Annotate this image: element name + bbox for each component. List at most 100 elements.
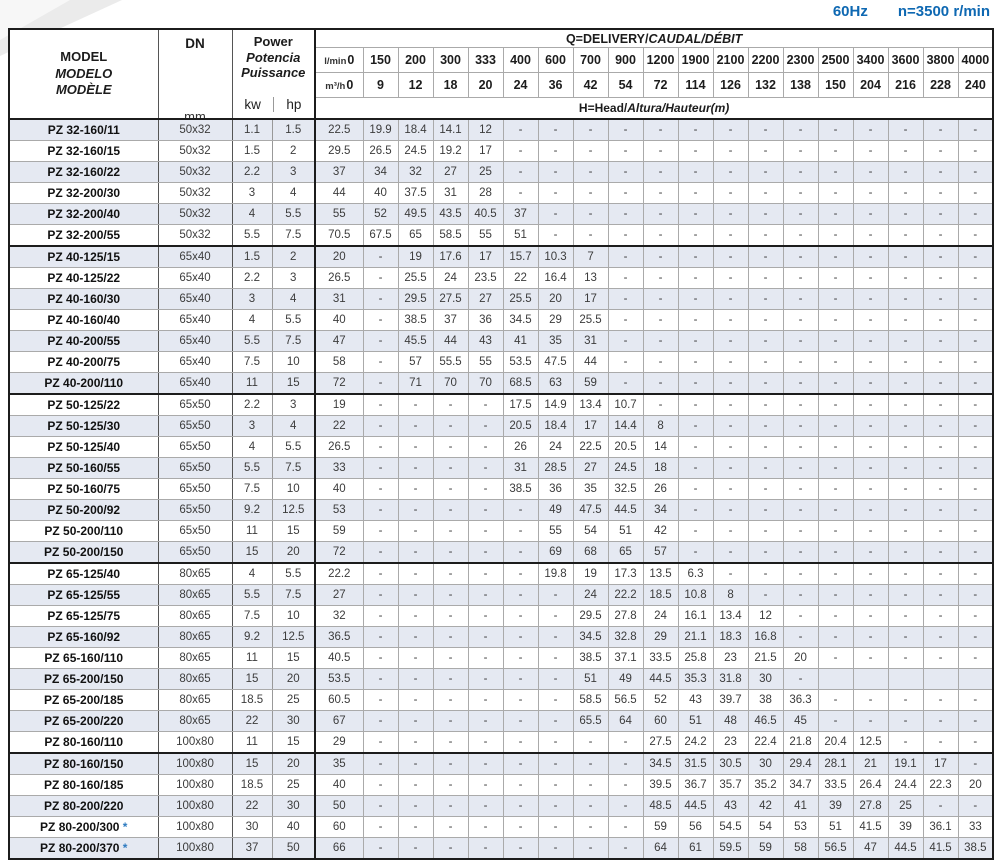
head-value: 38.5 — [502, 478, 539, 500]
model-name: PZ 65-200/220 — [8, 710, 159, 732]
head-value: - — [852, 520, 889, 542]
head-value: 36.5 — [314, 626, 364, 648]
head-value: - — [887, 584, 924, 606]
head-value: - — [677, 499, 714, 521]
head-value: - — [607, 372, 644, 395]
head-value: - — [502, 562, 539, 585]
head-value: 32 — [314, 605, 364, 627]
head-value: - — [362, 245, 399, 268]
head-value: - — [747, 203, 784, 225]
head-value: - — [397, 520, 434, 542]
head-value: 24.5 — [397, 140, 434, 162]
head-value: 21 — [852, 752, 889, 775]
head-value: 12 — [467, 118, 504, 141]
head-value: - — [957, 288, 994, 310]
head-value: 33.5 — [642, 647, 679, 669]
head-value: - — [712, 161, 749, 183]
head-value: - — [502, 520, 539, 542]
head-value: - — [782, 267, 819, 289]
head-value: 22.3 — [922, 774, 959, 796]
head-value: 25 — [467, 161, 504, 183]
hp-value: 10 — [271, 478, 317, 500]
head-value: - — [537, 752, 574, 775]
head-value: 40.5 — [314, 647, 364, 669]
head-value: - — [467, 774, 504, 796]
head-value: - — [887, 372, 924, 395]
head-value: - — [817, 520, 854, 542]
head-value: - — [677, 245, 714, 268]
head-value: 41.5 — [852, 816, 889, 838]
head-value: - — [922, 245, 959, 268]
head-value: - — [432, 541, 469, 564]
head-value: - — [362, 647, 399, 669]
head-value: 23 — [712, 731, 749, 754]
head-value: 19.9 — [362, 118, 399, 141]
head-value: - — [782, 520, 819, 542]
head-value: 35.3 — [677, 668, 714, 690]
head-value: 60 — [642, 710, 679, 732]
head-value: - — [712, 436, 749, 458]
head-value: - — [922, 372, 959, 395]
dn-value: 65x50 — [157, 478, 233, 500]
head-value: - — [887, 436, 924, 458]
head-value: 54 — [572, 520, 609, 542]
q-col-header: 600 — [537, 47, 574, 73]
head-value: - — [432, 689, 469, 711]
head-value: 25.5 — [502, 288, 539, 310]
q-col-header: 204 — [852, 72, 889, 98]
head-value: 35.2 — [747, 774, 784, 796]
head-value: - — [537, 647, 574, 669]
head-value: - — [887, 562, 924, 585]
table-row: PZ 50-125/30 65x50 3 4 22- - - -20.5 18.4 17 14.4 8… — [8, 415, 994, 437]
lmin-unit-label: l/min — [324, 56, 347, 67]
kw-value: 11 — [231, 731, 273, 754]
model-name: PZ 65-200/150 — [8, 668, 159, 690]
head-value: - — [397, 647, 434, 669]
head-value: 27 — [432, 161, 469, 183]
head-value: - — [957, 731, 994, 754]
head-value: - — [922, 520, 959, 542]
head-value: 34 — [642, 499, 679, 521]
q-col-header: 24 — [502, 72, 539, 98]
head-value: - — [432, 562, 469, 585]
head-value: 18.5 — [642, 584, 679, 606]
head-value: 27 — [314, 584, 364, 606]
head-value: - — [782, 330, 819, 352]
head-value: - — [887, 415, 924, 437]
head-value: - — [817, 288, 854, 310]
head-value: 20.5 — [502, 415, 539, 437]
head-value: 13.4 — [572, 393, 609, 416]
head-value: 13.4 — [712, 605, 749, 627]
head-value: 34 — [362, 161, 399, 183]
table-row: PZ 50-160/55 65x50 5.5 7.5 33- - - -31 28.5 27 24.… — [8, 457, 994, 479]
head-value: 20 — [314, 245, 364, 268]
model-name: PZ 32-160/11 — [8, 118, 159, 141]
table-row: PZ 40-125/22 65x40 2.2 3 26.5-25.5 24 23.5 22 16… — [8, 267, 994, 289]
head-value: - — [817, 541, 854, 564]
head-value: - — [957, 372, 994, 395]
head-value: 58.5 — [572, 689, 609, 711]
dn-value: 100x80 — [157, 774, 233, 796]
head-value: - — [852, 393, 889, 416]
dn-value: 65x40 — [157, 288, 233, 310]
head-value: - — [782, 541, 819, 564]
head-value: - — [817, 118, 854, 141]
head-value: - — [922, 457, 959, 479]
head-value: - — [502, 541, 539, 564]
head-value: 48.5 — [642, 795, 679, 817]
head-value: - — [642, 224, 679, 247]
dn-value: 80x65 — [157, 689, 233, 711]
table-row: PZ 65-200/220 80x65 22 30 67- - - - - -65.5 64 60 51… — [8, 710, 994, 732]
head-value: 43.5 — [432, 203, 469, 225]
kw-value: 15 — [231, 541, 273, 564]
head-value: 24 — [432, 267, 469, 289]
head-value: 42 — [642, 520, 679, 542]
hp-value: 15 — [271, 520, 317, 542]
head-value: - — [537, 689, 574, 711]
head-value: - — [852, 626, 889, 648]
head-value: - — [922, 393, 959, 416]
head-value: - — [572, 774, 609, 796]
head-value: 25 — [887, 795, 924, 817]
head-value: 25.8 — [677, 647, 714, 669]
head-value: - — [747, 351, 784, 373]
